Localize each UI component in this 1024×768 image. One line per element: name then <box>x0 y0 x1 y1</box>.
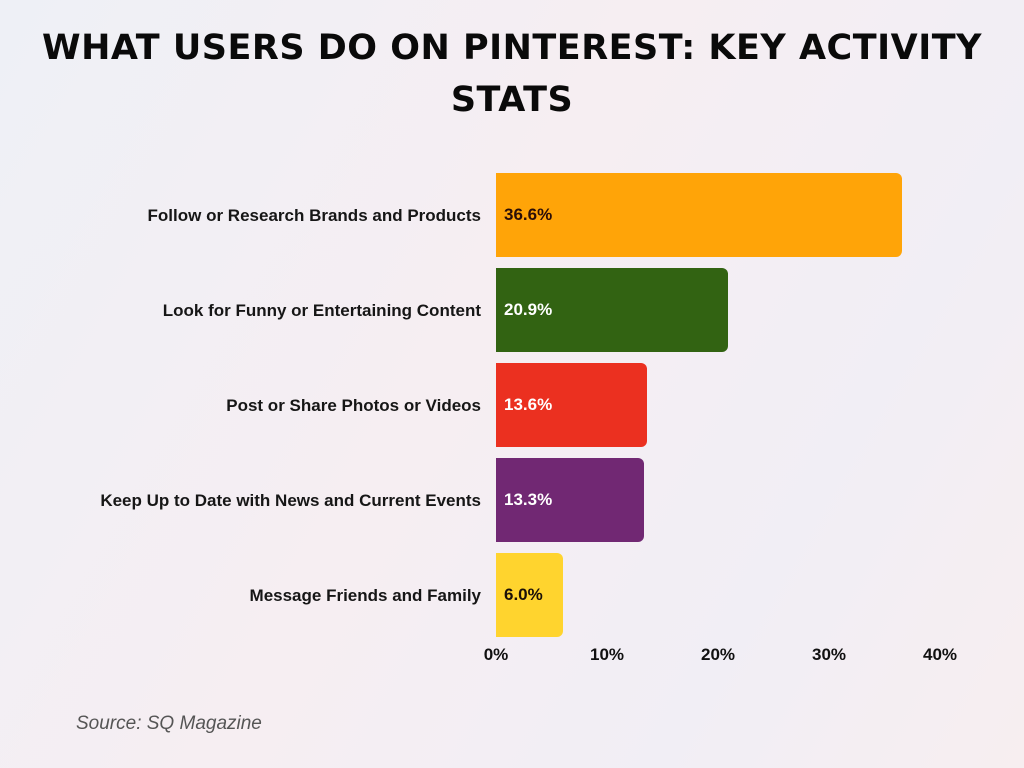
category-label: Look for Funny or Entertaining Content <box>162 301 481 320</box>
source-note: Source: SQ Magazine <box>76 713 262 734</box>
x-tick-label: 30% <box>811 645 847 664</box>
x-tick-label: 40% <box>922 645 958 664</box>
bar-row: Keep Up to Date with News and Current Ev… <box>0 458 1024 544</box>
chart-title: WHAT USERS DO ON PINTEREST: KEY ACTIVITY… <box>42 28 982 120</box>
value-label: 13.3% <box>504 490 553 509</box>
bar-row: Post or Share Photos or Videos 13.6% <box>0 363 1024 449</box>
x-tick-label: 10% <box>589 645 625 664</box>
bar-row: Follow or Research Brands and Products 36… <box>0 173 1024 259</box>
bar: 13.3% <box>496 458 644 542</box>
x-tick-label: 0% <box>483 645 509 664</box>
bar: 13.6% <box>496 363 647 447</box>
category-label: Post or Share Photos or Videos <box>226 396 481 415</box>
category-label: Keep Up to Date with News and Current Ev… <box>100 491 481 510</box>
value-label: 36.6% <box>504 205 553 224</box>
category-label: Message Friends and Family <box>249 586 481 605</box>
bar: 20.9% <box>496 268 728 352</box>
bar-row: Message Friends and Family 6.0% <box>0 553 1024 639</box>
bar-row: Look for Funny or Entertaining Content 20… <box>0 268 1024 354</box>
x-tick-label: 20% <box>700 645 736 664</box>
bar: 36.6% <box>496 173 903 257</box>
value-label: 13.6% <box>504 395 553 414</box>
category-label: Follow or Research Brands and Products <box>147 206 481 225</box>
value-label: 6.0% <box>504 585 543 604</box>
bar: 6.0% <box>496 553 563 637</box>
value-label: 20.9% <box>504 300 553 319</box>
